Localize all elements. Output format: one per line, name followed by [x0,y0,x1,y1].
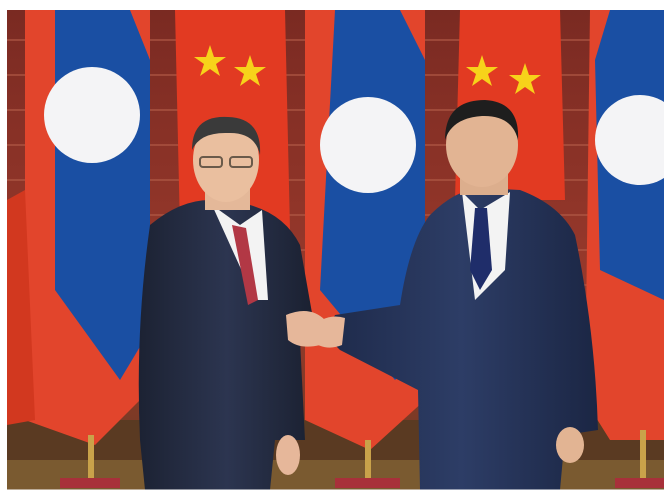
flag-edge [7,190,35,425]
person-right [310,100,598,490]
laos-flag [585,10,671,440]
laos-flag [25,10,150,445]
person-left [138,116,325,490]
flag-poles [60,430,664,488]
